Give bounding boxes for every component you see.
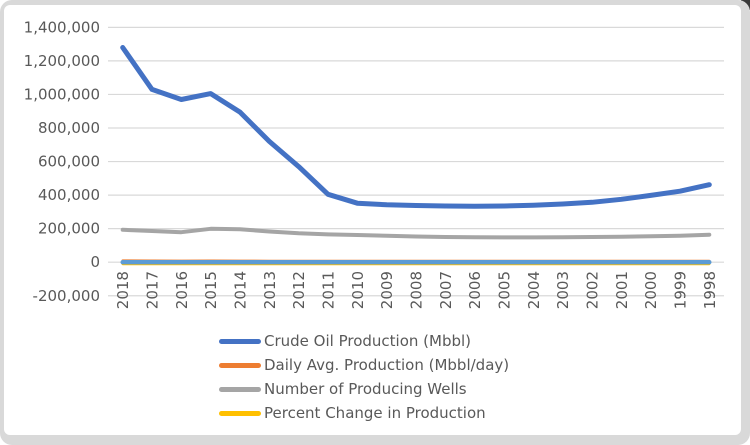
x-axis-tick-label: 2004: [525, 271, 543, 309]
x-axis-tick-label: 2013: [261, 271, 279, 309]
x-axis-tick-label: 2008: [408, 271, 426, 309]
legend-swatch: [219, 338, 261, 344]
x-axis-tick-label: 2000: [642, 271, 660, 309]
legend-entry-2: Number of Producing Wells: [219, 377, 509, 401]
x-axis-tick-label: 2002: [584, 271, 602, 309]
x-axis-tick-label: 2007: [437, 271, 455, 309]
x-axis-tick-label: 1998: [701, 271, 719, 309]
x-axis-tick-label: 2017: [144, 271, 162, 309]
chart-card: [4, 5, 741, 435]
series-line-crude-oil-production-mbbl: [120, 45, 712, 209]
y-axis-tick-label: 1,400,000: [24, 18, 100, 36]
x-axis-tick-label: 1999: [672, 271, 690, 309]
x-axis-tick-label: 2001: [613, 271, 631, 309]
legend: Crude Oil Production (Mbbl) Daily Avg. Pr…: [219, 329, 509, 425]
x-axis-tick-label: 2016: [173, 271, 191, 309]
legend-swatch: [219, 386, 261, 392]
y-axis-tick-label: 1,200,000: [24, 52, 100, 70]
legend-label: Crude Oil Production (Mbbl): [264, 332, 472, 350]
x-axis-tick-label: 2006: [466, 271, 484, 309]
x-axis-tick-label: 2010: [349, 271, 367, 309]
legend-entry-0: Crude Oil Production (Mbbl): [219, 329, 509, 353]
y-axis-tick-label: 200,000: [38, 220, 100, 238]
legend-label: Percent Change in Production: [264, 404, 486, 422]
legend-swatch: [219, 362, 261, 368]
legend-swatch: [219, 410, 261, 416]
legend-entry-1: Daily Avg. Production (Mbbl/day): [219, 353, 509, 377]
legend-label: Number of Producing Wells: [264, 380, 467, 398]
y-axis-tick-label: 600,000: [38, 153, 100, 171]
x-axis-tick-label: 2009: [378, 271, 396, 309]
legend-entry-3: Percent Change in Production: [219, 401, 509, 425]
x-axis-tick-label: 2012: [290, 271, 308, 309]
y-axis-tick-label: 800,000: [38, 119, 100, 137]
series-line-number-of-producing-wells: [120, 226, 712, 240]
y-axis-tick-label: -200,000: [33, 287, 100, 305]
y-axis-tick-label: 400,000: [38, 186, 100, 204]
y-axis-tick-label: 1,000,000: [24, 85, 100, 103]
x-axis-tick-label: 2018: [114, 271, 132, 309]
x-axis-tick-label: 2005: [496, 271, 514, 309]
x-axis-tick-label: 2003: [554, 271, 572, 309]
x-axis-tick-label: 2011: [320, 271, 338, 309]
legend-label: Daily Avg. Production (Mbbl/day): [264, 356, 510, 374]
x-axis-tick-label: 2014: [232, 271, 250, 309]
x-axis-tick-label: 2015: [202, 271, 220, 309]
y-axis-tick-label: 0: [90, 253, 100, 271]
